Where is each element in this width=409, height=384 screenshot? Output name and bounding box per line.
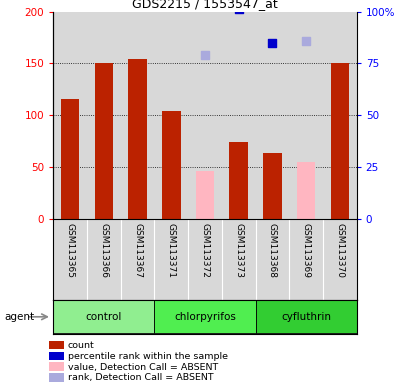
Text: GSM113369: GSM113369: [301, 223, 310, 278]
Bar: [322, 219, 356, 300]
Bar: [120, 219, 154, 300]
Bar: [94, 63, 113, 219]
Bar: [221, 219, 255, 300]
Bar: [195, 171, 214, 219]
Bar: [53, 300, 154, 333]
Text: percentile rank within the sample: percentile rank within the sample: [67, 352, 227, 361]
Text: GSM113365: GSM113365: [65, 223, 74, 278]
Bar: [188, 219, 221, 300]
Text: GSM113366: GSM113366: [99, 223, 108, 278]
Bar: [229, 142, 247, 219]
Bar: [61, 99, 79, 219]
Text: GSM113367: GSM113367: [133, 223, 142, 278]
Bar: [120, 12, 154, 219]
Text: GSM113368: GSM113368: [267, 223, 276, 278]
Point: [302, 38, 309, 44]
Bar: [128, 59, 146, 219]
Text: rank, Detection Call = ABSENT: rank, Detection Call = ABSENT: [67, 373, 213, 382]
Bar: [162, 111, 180, 219]
Bar: [154, 219, 188, 300]
Title: GDS2215 / 1553547_at: GDS2215 / 1553547_at: [132, 0, 277, 10]
Text: chlorpyrifos: chlorpyrifos: [174, 312, 235, 322]
Text: agent: agent: [4, 312, 34, 322]
Bar: [289, 219, 322, 300]
Text: count: count: [67, 341, 94, 350]
Text: GSM113370: GSM113370: [335, 223, 344, 278]
Text: value, Detection Call = ABSENT: value, Detection Call = ABSENT: [67, 362, 217, 372]
Bar: [330, 63, 348, 219]
Bar: [255, 300, 356, 333]
Bar: [263, 152, 281, 219]
Bar: [255, 12, 289, 219]
Bar: [87, 12, 120, 219]
Bar: [255, 219, 289, 300]
Point: [201, 52, 208, 58]
Bar: [154, 12, 188, 219]
Point: [268, 40, 275, 46]
Bar: [221, 12, 255, 219]
Bar: [188, 12, 221, 219]
Bar: [87, 219, 120, 300]
Text: cyfluthrin: cyfluthrin: [281, 312, 330, 322]
Bar: [53, 219, 87, 300]
Bar: [53, 12, 87, 219]
Text: GSM113372: GSM113372: [200, 223, 209, 278]
Point: [168, 0, 174, 4]
Bar: [154, 300, 255, 333]
Point: [235, 7, 241, 13]
Bar: [322, 12, 356, 219]
Text: GSM113371: GSM113371: [166, 223, 175, 278]
Bar: [296, 162, 315, 219]
Bar: [289, 12, 322, 219]
Text: control: control: [85, 312, 122, 322]
Text: GSM113373: GSM113373: [234, 223, 243, 278]
